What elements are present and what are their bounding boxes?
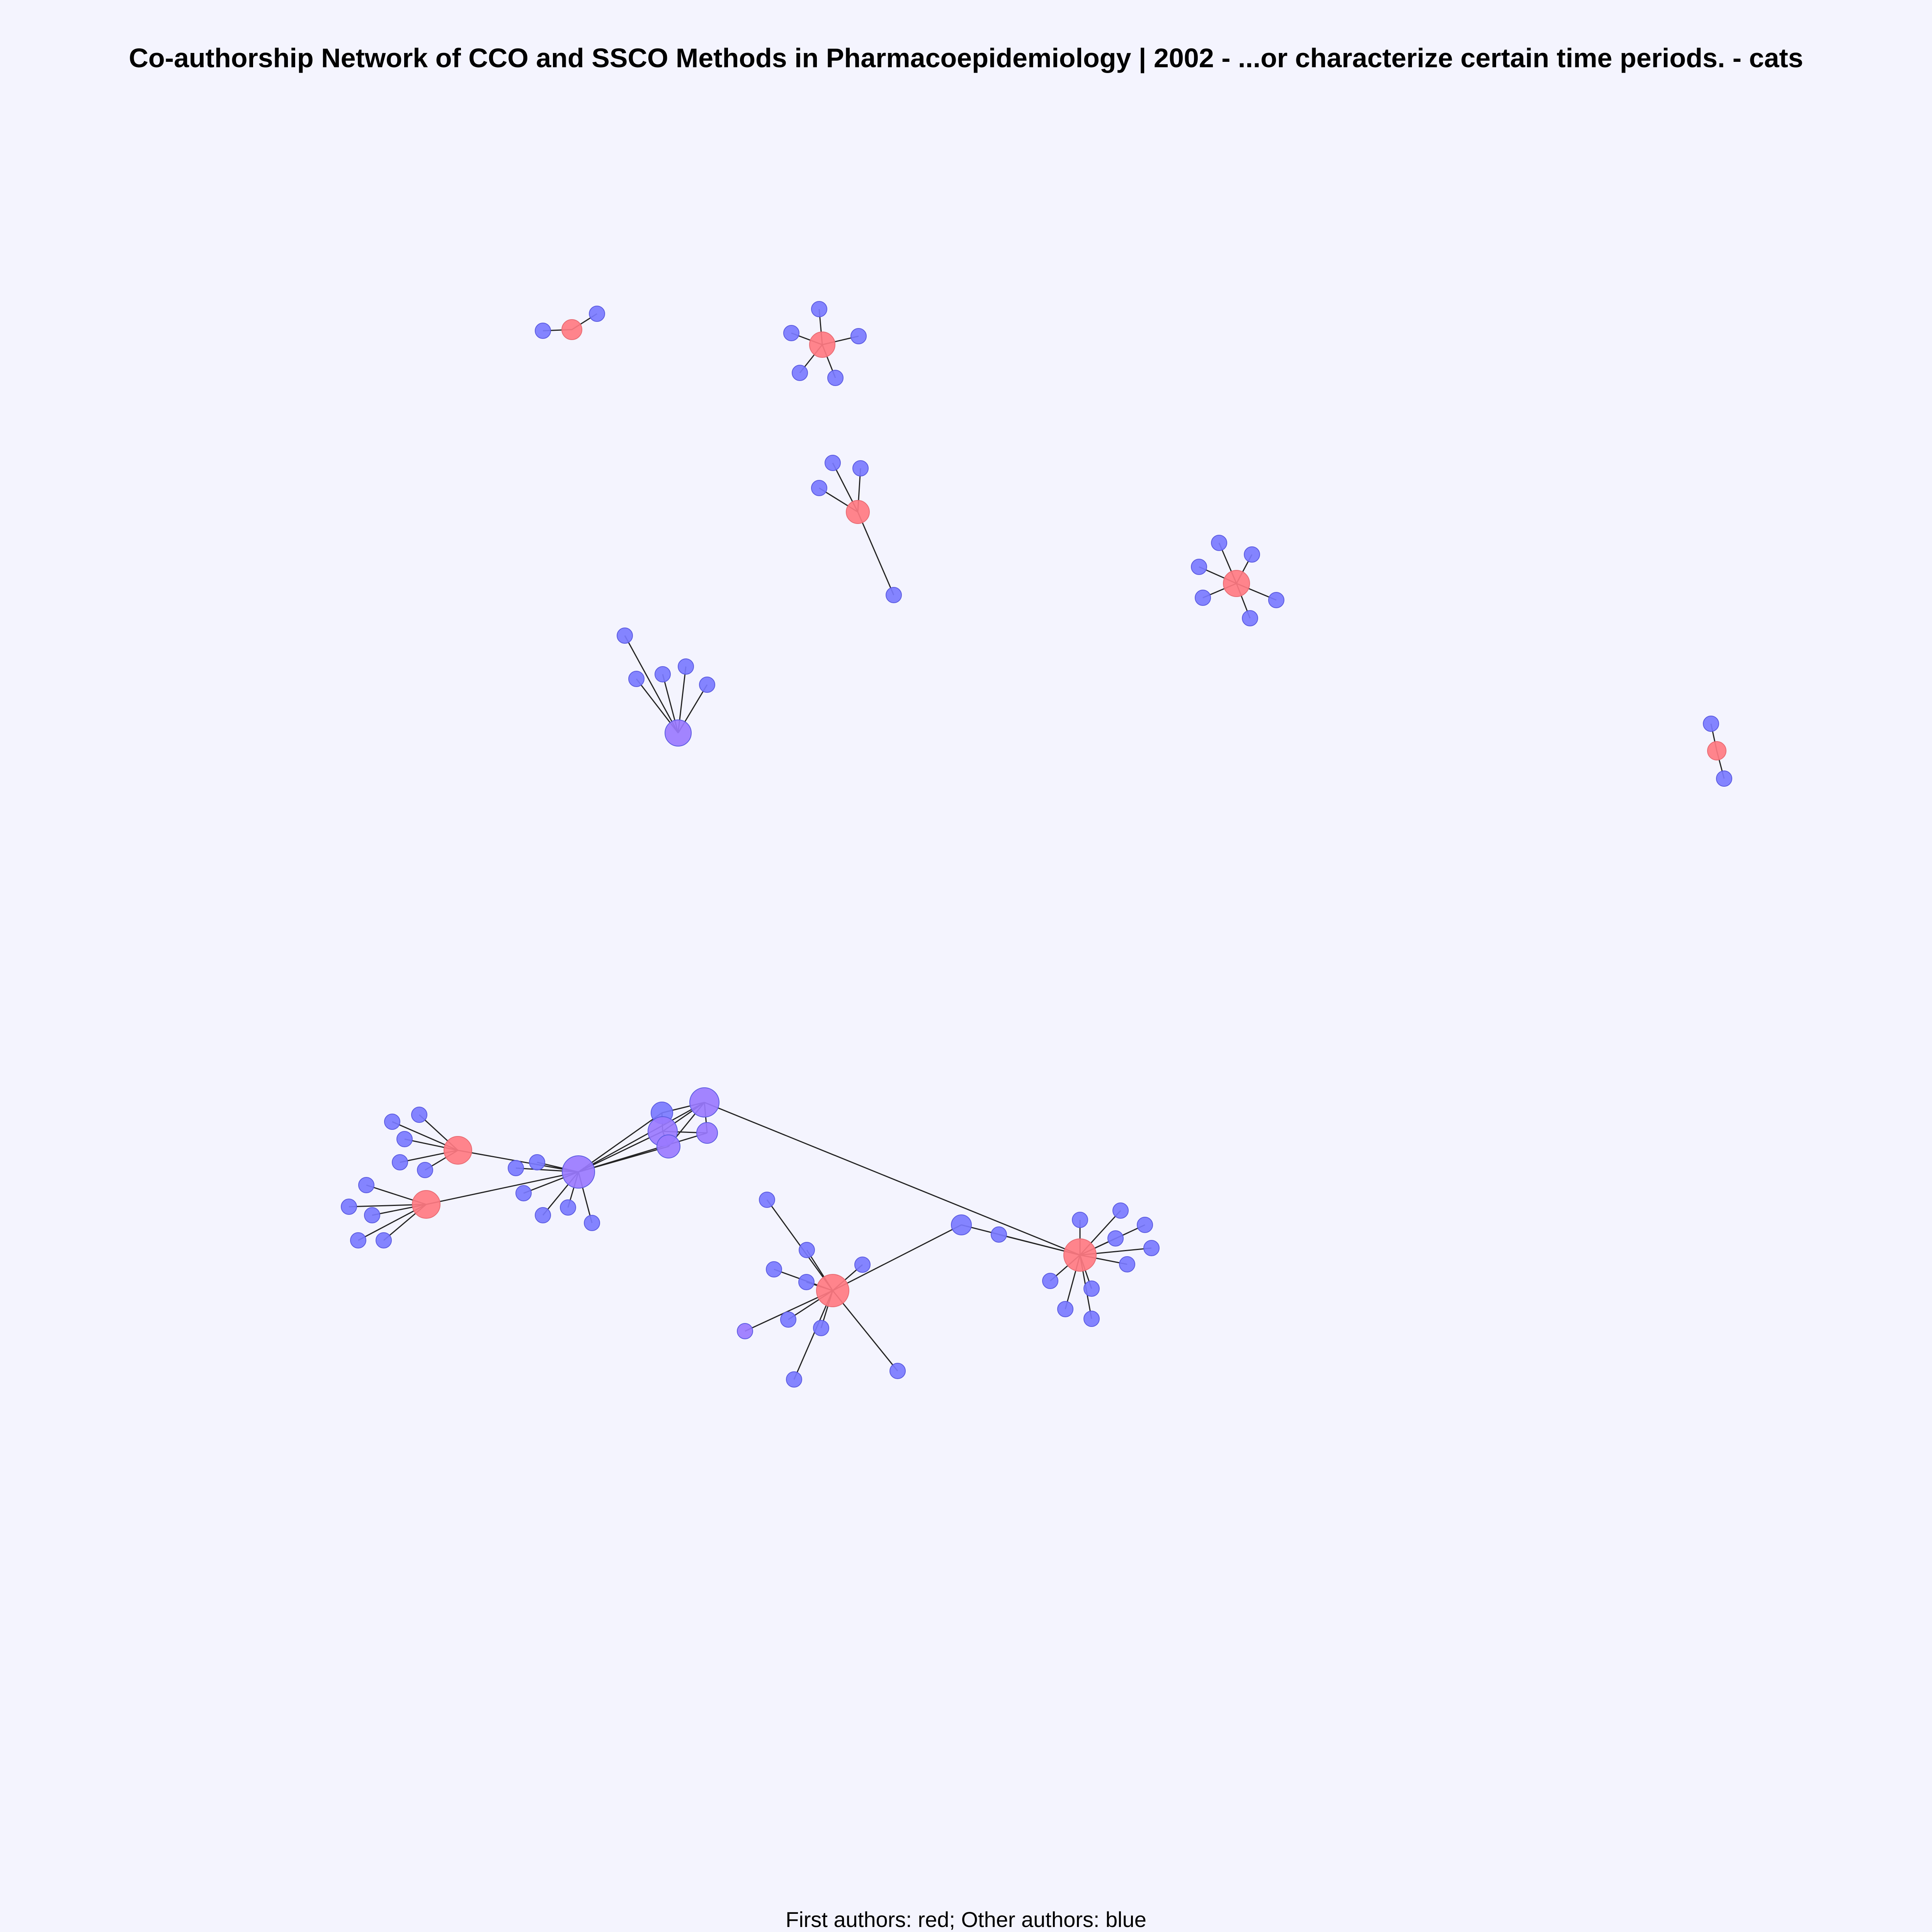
- other-author-node: [1242, 610, 1258, 626]
- other-author-node: [529, 1154, 545, 1170]
- coauthor-edge: [766, 1199, 833, 1291]
- other-author-node: [384, 1114, 400, 1130]
- other-author-node: [535, 323, 551, 339]
- other-author-node: [889, 1363, 906, 1379]
- other-author-node: [584, 1215, 600, 1231]
- other-author-node: [628, 671, 645, 687]
- other-author-node: [811, 480, 827, 496]
- other-author-node: [783, 325, 799, 341]
- coauthor-edge: [578, 1132, 707, 1173]
- other-author-node: [560, 1199, 576, 1216]
- first-author-node: [412, 1190, 440, 1219]
- other-author-node: [696, 1122, 718, 1144]
- other-author-node: [766, 1261, 782, 1277]
- other-author-node: [589, 306, 605, 322]
- other-author-node: [951, 1214, 972, 1235]
- other-author-node: [656, 1134, 680, 1158]
- other-author-node: [392, 1154, 408, 1170]
- other-author-node: [535, 1207, 551, 1223]
- other-author-node: [1083, 1281, 1100, 1297]
- other-author-node: [1143, 1240, 1160, 1256]
- other-author-node: [737, 1323, 753, 1339]
- first-author-node: [444, 1136, 472, 1165]
- other-author-node: [850, 328, 867, 344]
- coauthor-edge: [578, 1112, 662, 1173]
- first-author-node: [1707, 741, 1726, 760]
- other-author-node: [1072, 1212, 1088, 1228]
- coauthor-edge: [857, 512, 895, 595]
- other-author-node: [1195, 590, 1211, 606]
- other-author-node: [508, 1160, 524, 1176]
- coauthor-edge: [832, 1224, 962, 1291]
- other-author-node: [827, 370, 844, 386]
- other-author-node: [1268, 592, 1284, 608]
- other-author-node: [1244, 546, 1260, 563]
- other-author-node: [1042, 1273, 1058, 1289]
- other-author-node: [350, 1232, 366, 1248]
- other-author-node: [799, 1242, 815, 1258]
- other-author-node: [655, 666, 671, 682]
- other-author-node: [341, 1199, 357, 1215]
- other-author-node: [1112, 1202, 1129, 1219]
- other-author-node: [417, 1162, 433, 1178]
- legend-caption: First authors: red; Other authors: blue: [786, 1907, 1146, 1932]
- nodes-layer: [341, 301, 1732, 1388]
- other-author-node: [364, 1207, 380, 1223]
- other-author-node: [1083, 1311, 1100, 1327]
- coauthor-edge: [704, 1102, 1080, 1256]
- other-author-node: [1137, 1217, 1153, 1233]
- first-author-node: [1063, 1238, 1097, 1272]
- other-author-node: [811, 301, 827, 317]
- other-author-node: [1211, 535, 1227, 551]
- other-author-node: [1716, 770, 1732, 787]
- other-author-node: [1057, 1301, 1073, 1317]
- other-author-node: [854, 1257, 871, 1273]
- first-author-node: [846, 500, 870, 524]
- other-author-node: [396, 1131, 413, 1147]
- other-author-node: [759, 1192, 775, 1208]
- other-author-node: [562, 1155, 595, 1189]
- other-author-node: [1191, 559, 1207, 575]
- other-author-node: [358, 1177, 374, 1193]
- other-author-node: [792, 365, 808, 381]
- other-author-node: [665, 719, 692, 747]
- other-author-node: [991, 1226, 1007, 1243]
- coauthor-edge: [624, 635, 679, 733]
- first-author-node: [816, 1274, 849, 1307]
- other-author-node: [689, 1087, 719, 1117]
- chart-title: Co-authorship Network of CCO and SSCO Me…: [129, 43, 1803, 73]
- other-author-node: [376, 1232, 392, 1248]
- other-author-node: [515, 1185, 532, 1201]
- first-author-node: [561, 319, 582, 340]
- other-author-node: [786, 1371, 802, 1388]
- other-author-node: [825, 455, 841, 471]
- other-author-node: [852, 460, 869, 476]
- first-author-node: [1223, 570, 1250, 597]
- other-author-node: [798, 1274, 815, 1290]
- other-author-node: [699, 677, 715, 693]
- edges-layer: [349, 309, 1725, 1380]
- coauthor-edge: [832, 1290, 898, 1371]
- other-author-node: [1107, 1230, 1124, 1247]
- first-author-node: [809, 332, 835, 358]
- coauthor-edge: [578, 1102, 705, 1173]
- coauthor-edge: [426, 1171, 579, 1205]
- other-author-node: [1119, 1256, 1135, 1272]
- other-author-node: [678, 658, 694, 675]
- other-author-node: [886, 587, 902, 603]
- other-author-node: [411, 1107, 427, 1123]
- other-author-node: [617, 628, 633, 644]
- other-author-node: [1703, 716, 1719, 732]
- other-author-node: [780, 1311, 796, 1328]
- other-author-node: [813, 1320, 829, 1336]
